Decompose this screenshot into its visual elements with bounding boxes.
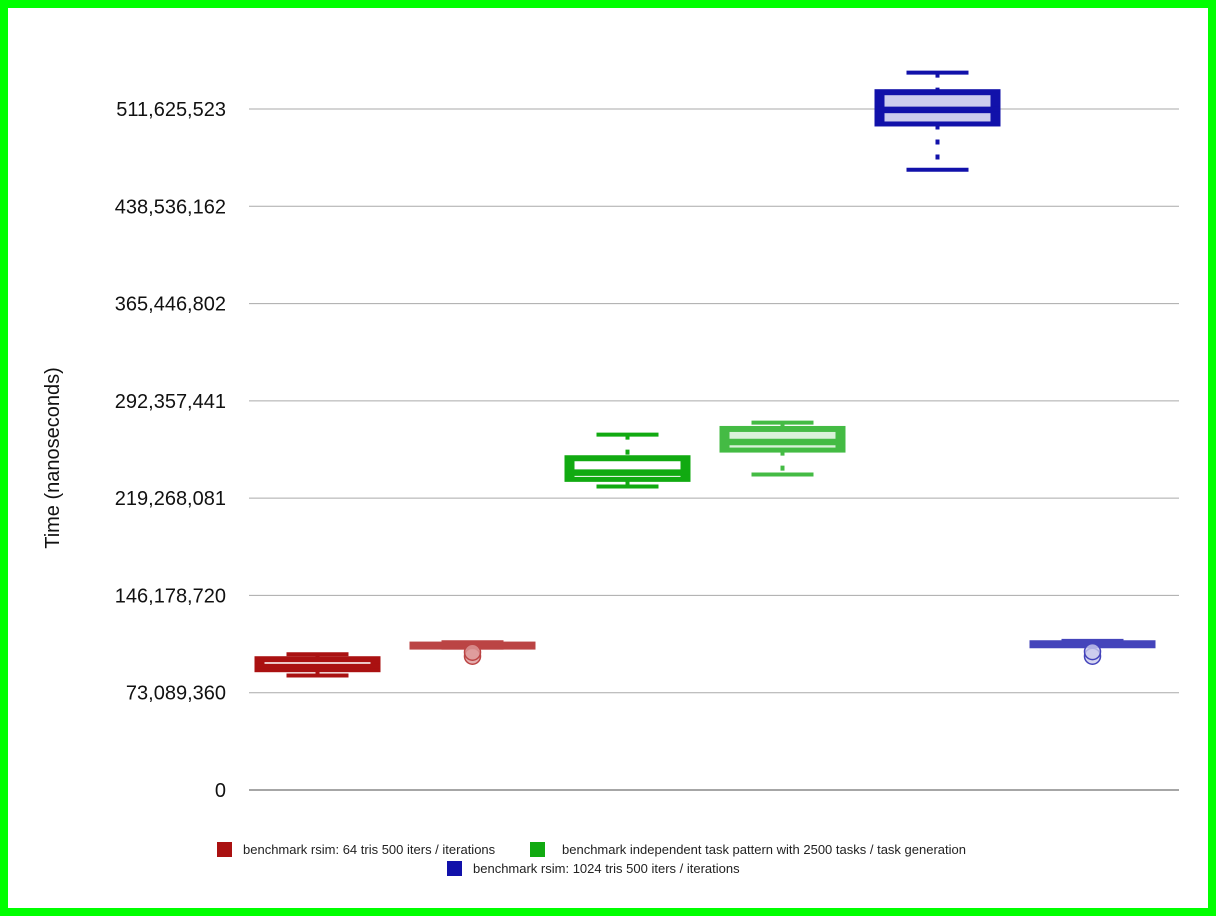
legend-swatch: [530, 842, 545, 857]
y-tick-label: 219,268,081: [115, 488, 226, 510]
y-tick-label: 73,089,360: [126, 683, 226, 705]
box-4: [719, 420, 846, 477]
y-tick-label: 511,625,523: [116, 99, 226, 121]
legend: benchmark rsim: 64 tris 500 iters / iter…: [217, 842, 966, 876]
upper-box-fill: [729, 431, 836, 441]
box-6: [1029, 638, 1156, 665]
box-5: [874, 70, 1001, 172]
legend-label: benchmark independent task pattern with …: [562, 842, 966, 857]
lower-box-fill: [574, 475, 681, 477]
upper-box-fill: [574, 461, 681, 471]
legend-swatch: [447, 861, 462, 876]
legend-label: benchmark rsim: 64 tris 500 iters / iter…: [243, 842, 496, 857]
upper-box-fill: [884, 95, 991, 109]
box-3: [564, 432, 691, 489]
box-1: [254, 652, 381, 678]
y-tick-label: 365,446,802: [115, 294, 226, 316]
grid-lines: [249, 108, 1179, 791]
y-tick-label: 0: [215, 780, 226, 802]
y-tick-label: 438,536,162: [115, 196, 226, 218]
legend-label: benchmark rsim: 1024 tris 500 iters / it…: [473, 861, 740, 876]
boxes: [254, 70, 1156, 678]
legend-swatch: [217, 842, 232, 857]
lower-box-fill: [884, 113, 991, 122]
outlier-point: [1083, 642, 1102, 661]
y-axis-title: Time (nanoseconds): [42, 367, 64, 549]
lower-box-fill: [729, 445, 836, 448]
outlier-point: [463, 643, 482, 661]
y-tick-label: 146,178,720: [115, 585, 226, 607]
y-tick-labels: 0 73,089,360 146,178,720 219,268,081 292,357…: [115, 99, 226, 802]
box-2: [409, 640, 536, 665]
y-tick-label: 292,357,441: [115, 391, 226, 413]
